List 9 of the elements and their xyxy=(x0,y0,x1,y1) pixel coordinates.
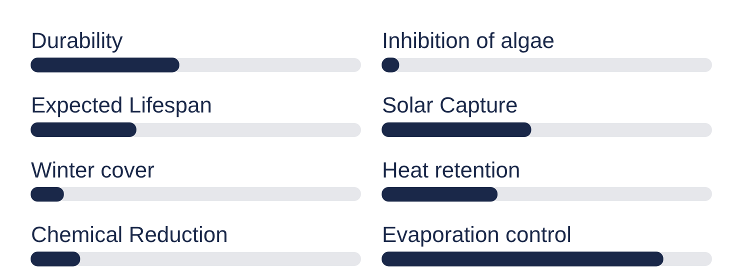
y-tick-label: Winter cover xyxy=(31,157,154,182)
y-tick-label: Chemical Reduction xyxy=(31,222,228,247)
y-tick-label: Durability xyxy=(31,28,123,53)
y-tick-label: Heat retention xyxy=(382,157,520,182)
y-tick-label: Evaporation control xyxy=(382,222,572,247)
y-tick-label: Expected Lifespan xyxy=(31,92,212,118)
bar xyxy=(30,252,80,266)
y-tick-label: Inhibition of algae xyxy=(382,28,554,53)
y-tick-label: Solar Capture xyxy=(382,92,518,118)
